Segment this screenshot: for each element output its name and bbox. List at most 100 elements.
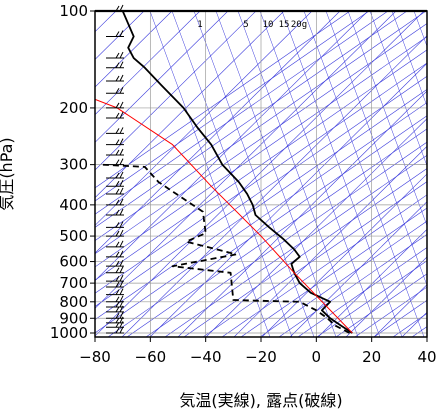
reference-line xyxy=(259,11,381,337)
wind-barb-flag xyxy=(119,127,124,134)
wind-barb-flag xyxy=(119,300,124,308)
y-tick-label: 100 xyxy=(59,2,88,20)
reference-line xyxy=(164,154,427,337)
reference-line xyxy=(95,36,427,268)
wind-barb-flag xyxy=(119,179,124,187)
reference-line xyxy=(95,11,257,171)
reference-line xyxy=(149,62,427,337)
wind-barb-flag xyxy=(119,240,124,248)
wind-barb-flag xyxy=(119,221,124,228)
wind-barb-flag xyxy=(119,288,124,295)
wind-barb-flag xyxy=(119,198,124,206)
reference-line xyxy=(240,207,427,337)
wind-barb-flag xyxy=(119,74,124,82)
wind-barb-flag xyxy=(115,306,120,313)
y-tick-label: 200 xyxy=(59,99,88,117)
reference-line xyxy=(149,11,271,337)
wind-barb-flag xyxy=(119,250,124,258)
wind-barb-flag xyxy=(119,280,124,288)
reference-line xyxy=(95,75,427,307)
reference-line xyxy=(193,11,315,337)
wind-barb-flag xyxy=(119,61,124,68)
mixing-ratio-label: 5 xyxy=(243,20,248,30)
reference-line xyxy=(303,11,425,337)
x-tick-label: −80 xyxy=(79,348,111,366)
reference-line xyxy=(145,141,427,337)
wind-barb-flag xyxy=(119,51,124,59)
wind-barb-flag xyxy=(115,139,120,145)
y-tick-label: 800 xyxy=(59,293,88,311)
reference-line xyxy=(95,11,341,254)
wind-barb-flag xyxy=(119,171,124,179)
wind-barb-flag xyxy=(119,86,124,94)
reference-line xyxy=(289,201,427,337)
x-tick-label: 40 xyxy=(417,348,436,366)
wind-barb-flag xyxy=(115,251,120,258)
reference-line xyxy=(297,247,427,337)
wind-barb-flag xyxy=(115,102,120,109)
y-tick-label: 900 xyxy=(59,309,88,327)
reference-line xyxy=(278,233,427,337)
reference-line xyxy=(237,11,359,337)
wind-barb-flag xyxy=(115,199,120,206)
wind-barb-flag xyxy=(115,52,120,59)
wind-barb-flag xyxy=(115,267,120,274)
reference-line xyxy=(95,62,427,294)
x-tick-label: 20 xyxy=(362,348,381,366)
wind-barb-flag xyxy=(115,289,120,295)
reference-line xyxy=(183,168,427,337)
y-axis-title: 気圧(hPa) xyxy=(0,137,16,210)
wind-barb-flag xyxy=(119,158,124,165)
wind-barb-flag xyxy=(115,317,120,324)
y-tick-label: 400 xyxy=(59,196,88,214)
wind-barb-flag xyxy=(119,148,124,156)
x-tick-label: −60 xyxy=(135,348,167,366)
reference-line xyxy=(177,90,427,337)
wind-barb-flag xyxy=(115,75,120,82)
wind-barb-flag xyxy=(115,209,120,216)
wind-barb-flag xyxy=(119,101,124,109)
wind-barb-flag xyxy=(115,128,120,134)
wind-barb-flag xyxy=(115,172,120,179)
reference-line xyxy=(95,11,427,241)
wind-barb-flag xyxy=(115,188,120,195)
reference-line xyxy=(95,11,351,189)
y-tick-label: 300 xyxy=(59,156,88,174)
wind-barb-flag xyxy=(115,281,120,288)
wind-barb-flag xyxy=(115,296,120,303)
reference-line xyxy=(95,11,201,116)
wind-barb-flag xyxy=(115,149,120,156)
wind-barb-flag xyxy=(115,112,120,119)
mixing-ratio-label: 15 xyxy=(279,20,290,30)
reference-line xyxy=(95,89,427,321)
x-tick-label: 0 xyxy=(312,348,322,366)
wind-barb-flag xyxy=(119,138,124,145)
wind-barb-flag xyxy=(119,316,124,324)
wind-barb-flag xyxy=(119,274,124,282)
reference-line xyxy=(233,145,427,337)
x-axis-title: 気温(実線), 露点(破線) xyxy=(179,391,342,410)
mixing-ratio-label: 10 xyxy=(263,20,274,30)
x-tick-label: −40 xyxy=(190,348,222,366)
wind-barb-flag xyxy=(115,222,120,228)
wind-barb-flag xyxy=(119,326,124,334)
reference-line xyxy=(95,11,389,215)
wind-barb-flag xyxy=(119,30,124,37)
wind-barb-flag xyxy=(115,159,120,165)
wind-barb-flag xyxy=(119,321,124,328)
wind-barb-flag xyxy=(119,187,124,195)
wind-barb-flag xyxy=(115,260,120,267)
y-tick-label: 500 xyxy=(59,227,88,245)
x-tick-label: −20 xyxy=(245,348,277,366)
wind-barb-flag xyxy=(115,62,120,68)
reference-line xyxy=(95,11,369,282)
reference-line xyxy=(325,11,427,287)
y-tick-label: 700 xyxy=(59,274,88,292)
series-line-0 xyxy=(121,11,353,334)
reference-line xyxy=(261,173,427,337)
reference-line xyxy=(369,11,427,167)
wind-barb-flag xyxy=(119,295,124,303)
reference-line xyxy=(95,102,427,334)
mixing-ratio-label: 1 xyxy=(197,20,202,30)
